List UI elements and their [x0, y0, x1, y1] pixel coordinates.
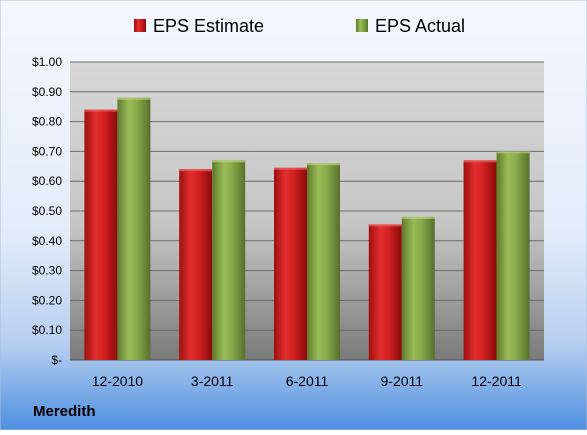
- y-tick-label: $0.60: [32, 174, 62, 188]
- x-tick-label: 3-2011: [191, 373, 234, 389]
- bar-highlight: [307, 163, 340, 166]
- legend: EPS Estimate EPS Actual: [134, 16, 465, 36]
- legend-swatch: [134, 19, 146, 32]
- bar-highlight: [496, 151, 530, 154]
- bar-highlight: [179, 169, 213, 172]
- bar-highlight: [368, 224, 402, 227]
- bar-eps-actual: [212, 160, 246, 360]
- bar-highlight: [401, 216, 435, 219]
- bar-eps-actual: [496, 151, 530, 360]
- bar-eps-estimate: [274, 167, 307, 360]
- x-axis: 12-2010 3-2011 6-2011 9-2011 12-2011: [92, 373, 522, 389]
- bar-highlight: [117, 97, 151, 100]
- bar-highlight: [274, 167, 307, 170]
- y-tick-label: $0.10: [32, 323, 62, 337]
- bar-highlight: [463, 160, 497, 163]
- legend-label: EPS Estimate: [153, 16, 264, 36]
- bar-eps-actual: [401, 216, 435, 360]
- y-tick-label: $1.00: [32, 55, 62, 69]
- bar-highlight: [212, 160, 246, 163]
- y-tick-label: $0.80: [32, 115, 62, 129]
- bar-eps-estimate: [179, 169, 213, 360]
- bars: [84, 97, 530, 361]
- x-tick-label: 9-2011: [381, 373, 424, 389]
- y-tick-label: $0.30: [32, 264, 62, 278]
- bar-eps-actual: [307, 163, 340, 360]
- bar-eps-estimate: [368, 224, 402, 360]
- bar-highlight: [84, 109, 118, 112]
- bar-eps-estimate: [463, 160, 497, 360]
- bar-eps-actual: [117, 97, 151, 360]
- legend-label: EPS Actual: [375, 16, 465, 36]
- y-tick-label: $0.20: [32, 293, 62, 307]
- x-tick-label: 6-2011: [286, 373, 329, 389]
- y-tick-label: $-: [51, 353, 62, 367]
- company-label: Meredith: [33, 403, 96, 420]
- y-tick-label: $0.70: [32, 144, 62, 158]
- y-tick-label: $0.90: [32, 85, 62, 99]
- x-tick-label: 12-2010: [92, 373, 144, 389]
- y-tick-label: $0.50: [32, 204, 62, 218]
- x-tick-label: 12-2011: [471, 373, 522, 389]
- legend-swatch: [356, 19, 368, 32]
- bar-eps-estimate: [84, 109, 118, 361]
- y-tick-label: $0.40: [32, 234, 62, 248]
